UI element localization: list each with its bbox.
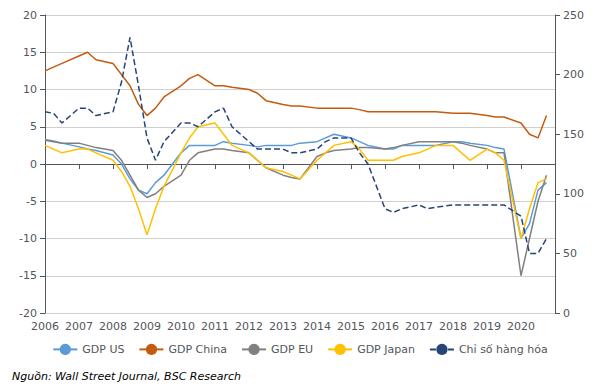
svg-text:2010: 2010 bbox=[167, 320, 195, 333]
svg-text:GDP China: GDP China bbox=[168, 343, 227, 356]
svg-text:Chỉ số hàng hóa: Chỉ số hàng hóa bbox=[459, 343, 548, 356]
svg-text:2009: 2009 bbox=[133, 320, 161, 333]
svg-text:2006: 2006 bbox=[31, 320, 59, 333]
svg-text:2014: 2014 bbox=[303, 320, 331, 333]
svg-text:15: 15 bbox=[23, 46, 37, 59]
svg-text:GDP US: GDP US bbox=[82, 343, 124, 356]
svg-text:-15: -15 bbox=[19, 269, 37, 282]
svg-text:150: 150 bbox=[563, 128, 584, 141]
svg-text:2019: 2019 bbox=[473, 320, 501, 333]
svg-text:2008: 2008 bbox=[99, 320, 127, 333]
svg-text:0: 0 bbox=[563, 307, 570, 320]
svg-text:10: 10 bbox=[23, 83, 37, 96]
svg-text:50: 50 bbox=[563, 247, 577, 260]
svg-text:200: 200 bbox=[563, 68, 584, 81]
svg-text:2011: 2011 bbox=[201, 320, 229, 333]
svg-text:2013: 2013 bbox=[269, 320, 297, 333]
svg-text:2012: 2012 bbox=[235, 320, 263, 333]
svg-text:-10: -10 bbox=[19, 232, 37, 245]
svg-text:GDP Japan: GDP Japan bbox=[357, 343, 415, 356]
svg-text:250: 250 bbox=[563, 9, 584, 22]
svg-text:2020: 2020 bbox=[507, 320, 535, 333]
svg-text:0: 0 bbox=[30, 158, 37, 171]
svg-text:2015: 2015 bbox=[337, 320, 365, 333]
svg-text:2007: 2007 bbox=[65, 320, 93, 333]
svg-text:Nguồn: Wall Street Journal, BS: Nguồn: Wall Street Journal, BSC Research bbox=[12, 370, 241, 383]
svg-text:-20: -20 bbox=[19, 307, 37, 320]
svg-text:2017: 2017 bbox=[405, 320, 433, 333]
svg-text:2018: 2018 bbox=[439, 320, 467, 333]
svg-text:GDP EU: GDP EU bbox=[271, 343, 313, 356]
svg-text:100: 100 bbox=[563, 187, 584, 200]
svg-text:5: 5 bbox=[30, 120, 37, 133]
svg-text:-5: -5 bbox=[26, 195, 37, 208]
svg-text:20: 20 bbox=[23, 9, 37, 22]
svg-text:2016: 2016 bbox=[371, 320, 399, 333]
